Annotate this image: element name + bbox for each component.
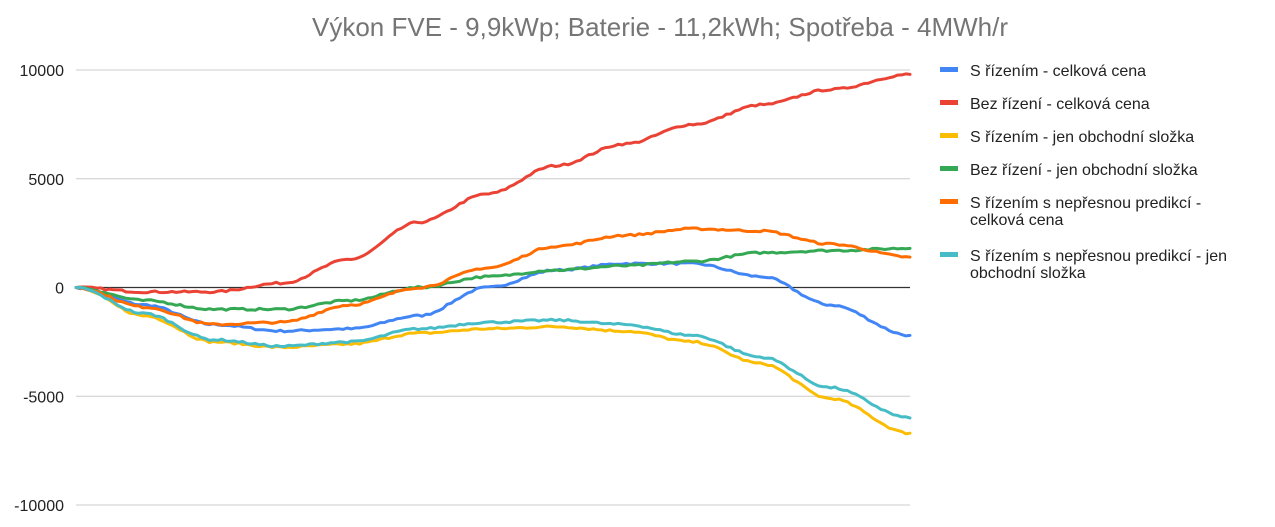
legend-swatch-1 — [940, 67, 958, 72]
series-line-1 — [74, 261, 912, 338]
legend-swatch-2 — [940, 100, 958, 105]
y-tick-label: 5000 — [28, 172, 64, 189]
legend-swatch-4 — [940, 166, 958, 171]
legend-label-4: Bez řízení - jen obchodní složka — [970, 162, 1198, 179]
legend-label-6: obchodní složka — [970, 265, 1086, 282]
legend-swatch-5 — [940, 199, 958, 204]
legend-swatch-3 — [940, 133, 958, 138]
series-line-5 — [74, 226, 912, 327]
grid: 10000 5000 0 -5000 -10000 — [14, 63, 910, 515]
y-tick-label: 0 — [55, 281, 64, 298]
legend-label-2: Bez řízení - celková cena — [970, 96, 1150, 113]
series-line-6 — [74, 285, 912, 420]
legend-label-6: S řízením s nepřesnou predikcí - jen — [970, 248, 1227, 265]
y-tick-label: 10000 — [20, 63, 65, 80]
series-line-4 — [74, 246, 912, 312]
y-tick-label: -5000 — [23, 389, 64, 406]
legend-label-3: S řízením - jen obchodní složka — [970, 129, 1194, 146]
legend-label-5: celková cena — [970, 212, 1063, 229]
legend-label-5: S řízením s nepřesnou predikcí - — [970, 195, 1201, 212]
series-line-2 — [74, 72, 912, 295]
legend-swatch-6 — [940, 252, 958, 257]
chart-title: Výkon FVE - 9,9kWp; Baterie - 11,2kWh; S… — [312, 12, 1008, 42]
legend: S řízením - celková cena Bez řízení - cel… — [940, 63, 1227, 282]
series-line-3 — [74, 285, 912, 436]
y-tick-label: -10000 — [14, 498, 64, 515]
legend-label-1: S řízením - celková cena — [970, 63, 1146, 80]
series-group — [74, 72, 912, 436]
